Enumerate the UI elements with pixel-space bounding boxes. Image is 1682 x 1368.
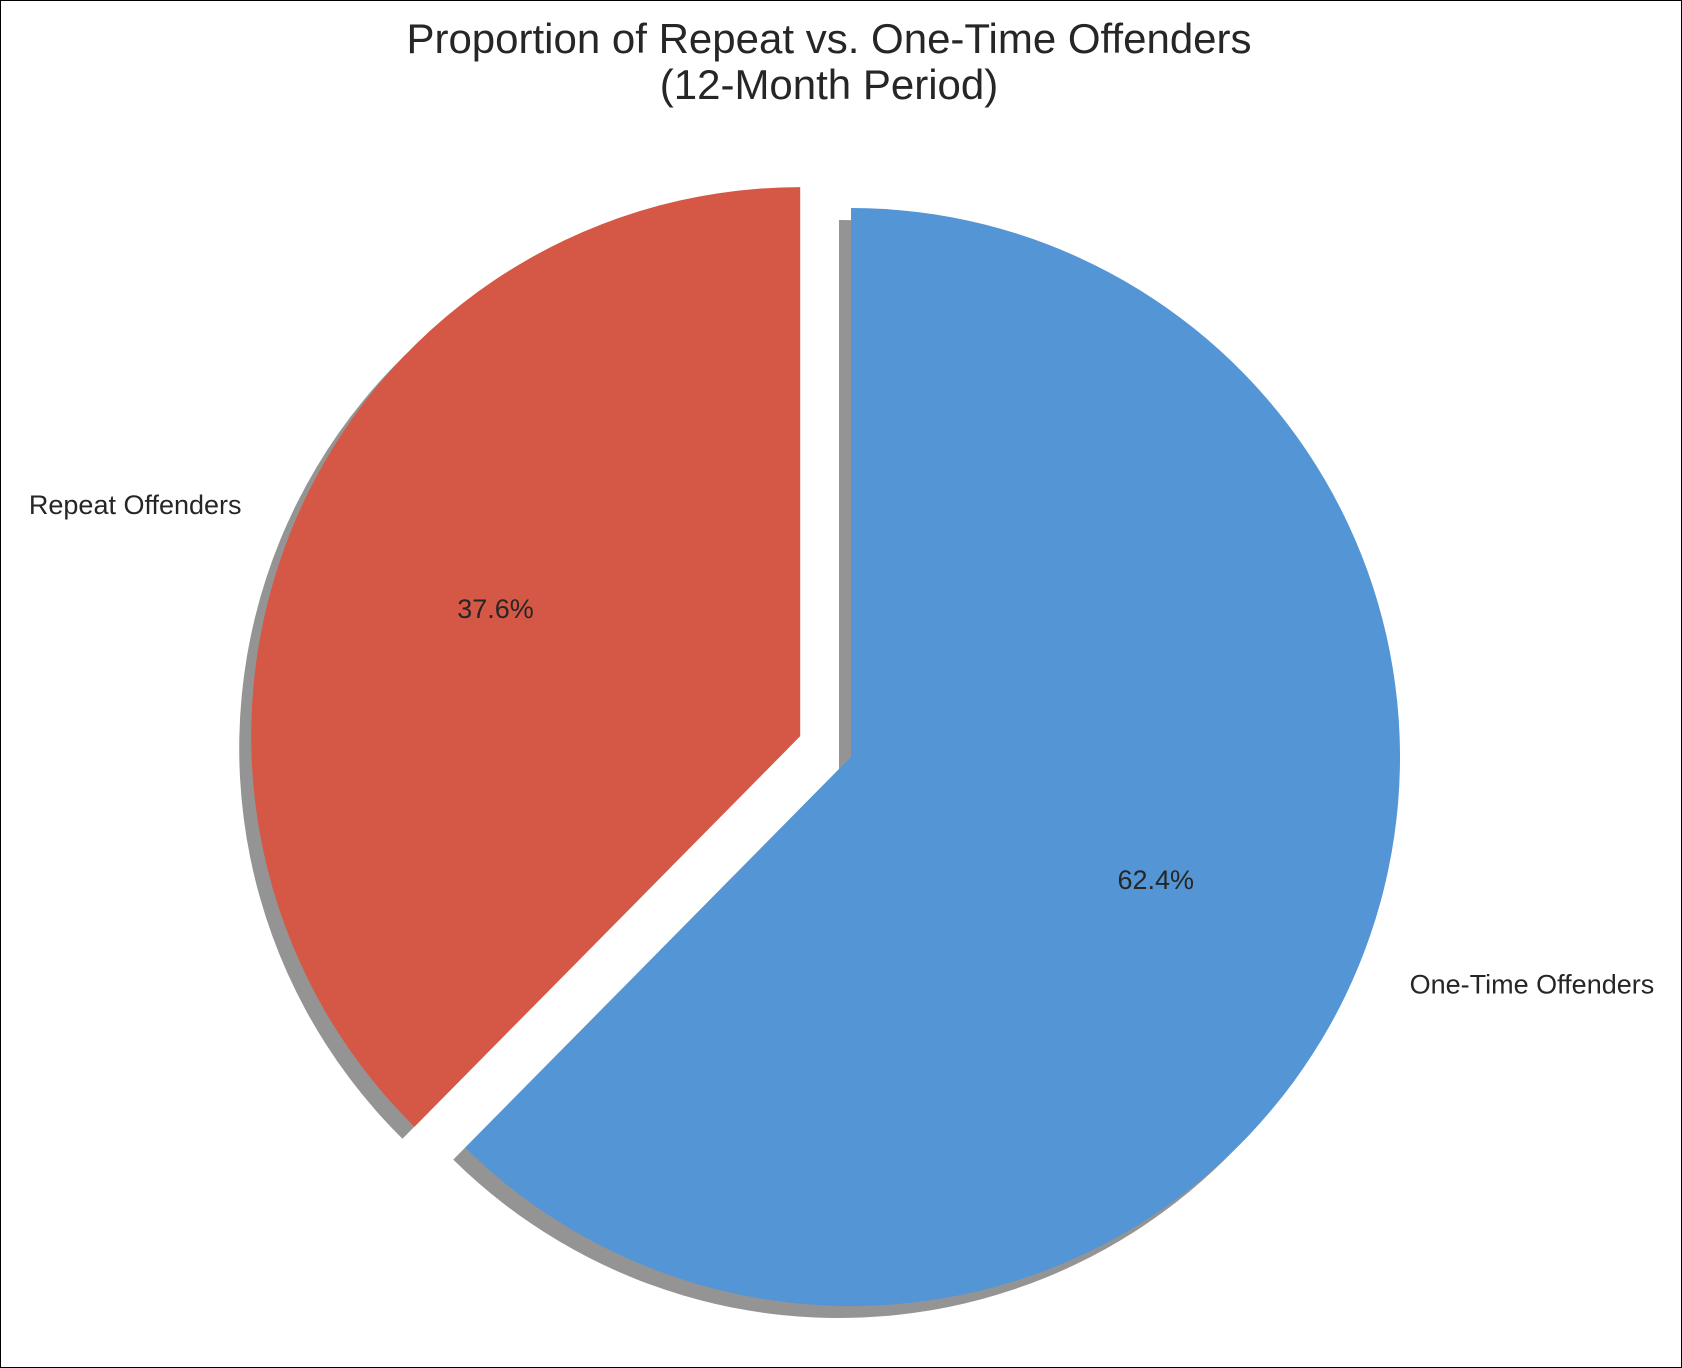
slice-label-one-time-offenders: One-Time Offenders bbox=[1410, 969, 1655, 999]
slice-pct-one-time-offenders: 62.4% bbox=[1117, 865, 1194, 895]
slice-repeat-offenders bbox=[251, 187, 801, 1127]
slice-one-time-offenders bbox=[465, 208, 1400, 1306]
slice-pct-repeat-offenders: 37.6% bbox=[457, 594, 534, 624]
labels-layer: Repeat Offenders 37.6% One-Time Offenders 6… bbox=[29, 490, 1654, 1000]
chart-title: Proportion of Repeat vs. One-Time Offend… bbox=[406, 15, 1251, 62]
chart-subtitle: (12-Month Period) bbox=[660, 61, 998, 108]
slices-layer bbox=[239, 187, 1400, 1319]
slice-label-repeat-offenders: Repeat Offenders bbox=[29, 490, 242, 520]
